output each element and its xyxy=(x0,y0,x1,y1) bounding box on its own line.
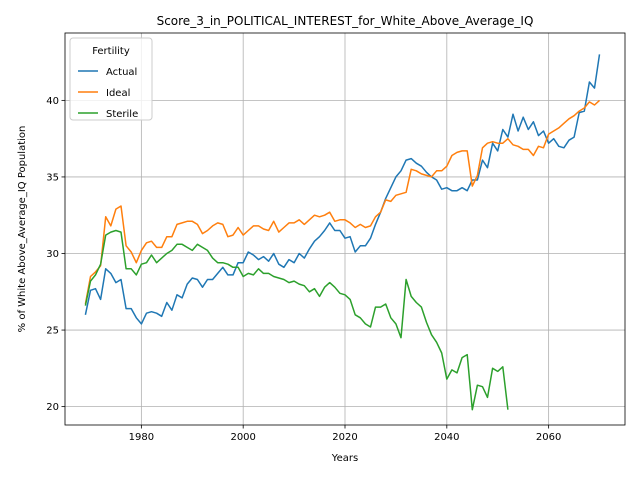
legend: Fertility Actual Ideal Sterile xyxy=(69,37,153,121)
x-tick-label: 1980 xyxy=(129,432,154,443)
x-tick-label: 2060 xyxy=(536,432,561,443)
x-tick-label: 2020 xyxy=(332,432,357,443)
series-line-actual xyxy=(84,54,601,325)
chart-title: Score_3_in_POLITICAL_INTEREST_for_White_… xyxy=(157,14,534,28)
legend-title: Fertility xyxy=(92,46,130,57)
series-line-ideal xyxy=(84,99,601,305)
x-tick-label: 2040 xyxy=(434,432,459,443)
series-lines xyxy=(84,54,601,411)
legend-label-actual: Actual xyxy=(106,67,137,78)
legend-label-ideal: Ideal xyxy=(106,88,130,99)
y-tick-label: 25 xyxy=(46,326,59,337)
legend-label-sterile: Sterile xyxy=(106,109,138,120)
legend-entries: Actual Ideal Sterile xyxy=(78,67,138,120)
x-axis-label: Years xyxy=(331,453,358,464)
y-tick-label: 20 xyxy=(46,402,59,413)
x-tick-label: 2000 xyxy=(230,432,255,443)
y-tick-label: 35 xyxy=(46,172,59,183)
y-axis-ticks: 20 25 30 35 40 xyxy=(46,96,65,413)
legend-box xyxy=(69,37,153,121)
y-axis-label: % of White Above_Average_IQ Population xyxy=(17,126,28,333)
grid xyxy=(65,33,625,425)
x-axis-ticks: 1980 2000 2020 2040 2060 xyxy=(129,425,561,443)
y-tick-label: 30 xyxy=(46,249,59,260)
y-tick-label: 40 xyxy=(46,96,59,107)
series-line-sterile xyxy=(84,229,509,411)
